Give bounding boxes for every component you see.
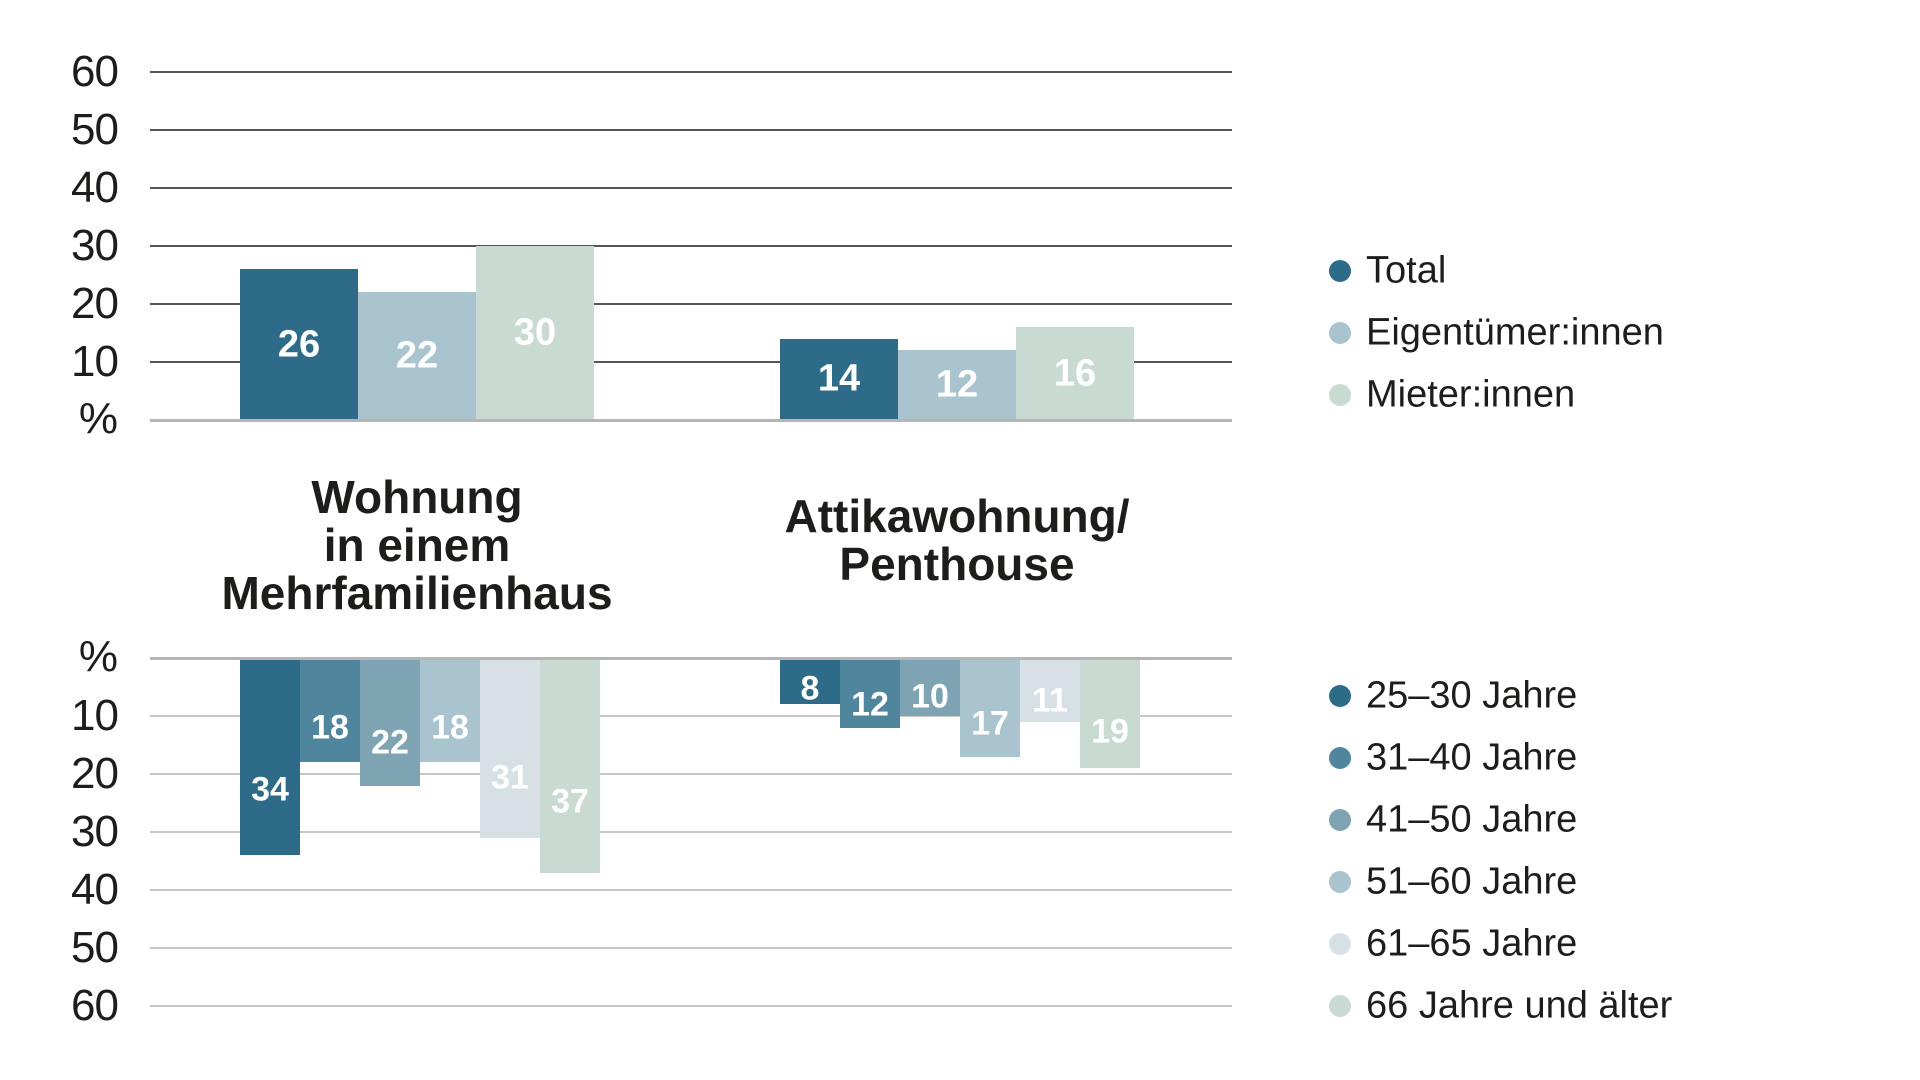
bar-value-label: 8: [800, 669, 820, 708]
bar-value-label: 31: [491, 758, 529, 797]
bar: [476, 246, 594, 420]
bar: [360, 658, 420, 786]
gridline: [150, 129, 1232, 131]
gridline: [150, 303, 1232, 305]
legend-dot-icon: [1329, 995, 1351, 1017]
gridline: [150, 947, 1232, 949]
bar-value-label: 19: [1091, 712, 1129, 751]
category-label-line: in einem: [323, 519, 511, 571]
legend-label: Mieter:innen: [1366, 373, 1576, 416]
legend-label: 41–50 Jahre: [1366, 798, 1578, 841]
axis-tick-label: 20: [71, 279, 119, 328]
bar-value-label: 17: [971, 704, 1009, 743]
bar: [900, 658, 960, 716]
bar-value-label: 22: [371, 723, 409, 762]
bar-value-label: 16: [1053, 352, 1097, 395]
axis-tick-label: 10: [71, 691, 119, 740]
bar-value-label: 30: [513, 311, 557, 354]
category-label-line: Mehrfamilienhaus: [221, 567, 613, 619]
bar: [1016, 327, 1134, 420]
axis-unit-label: %: [78, 394, 118, 443]
bar: [1020, 658, 1080, 722]
legend-dot-icon: [1329, 871, 1351, 893]
gridline: [150, 715, 1232, 717]
gridline: [150, 245, 1232, 247]
axis-tick-label: 50: [71, 923, 119, 972]
gridline: [150, 187, 1232, 189]
bar: [960, 658, 1020, 757]
bar-value-label: 14: [817, 357, 861, 400]
bar-value-label: 37: [551, 782, 589, 821]
bar-value-label: 12: [935, 363, 979, 406]
legend-label: 25–30 Jahre: [1366, 674, 1578, 717]
gridline: [150, 361, 1232, 363]
category-label-line: Wohnung: [311, 471, 523, 523]
bar-value-label: 26: [277, 323, 321, 366]
gridline: [150, 71, 1232, 73]
bar-value-label: 34: [251, 770, 289, 809]
bar: [898, 350, 1016, 420]
legend-label: 66 Jahre und älter: [1366, 984, 1673, 1027]
legend-dot-icon: [1329, 809, 1351, 831]
bar-value-label: 12: [851, 685, 889, 724]
legend-dot-icon: [1329, 933, 1351, 955]
bar-value-label: 10: [911, 677, 949, 716]
legend-dot-icon: [1329, 384, 1351, 406]
category-label-line: Penthouse: [839, 538, 1075, 590]
axis-tick-label: 10: [71, 337, 119, 386]
legend-label: Total: [1366, 249, 1447, 292]
bar: [420, 658, 480, 763]
legend-label: 61–65 Jahre: [1366, 922, 1578, 965]
axis-tick-label: 50: [71, 105, 119, 154]
bar: [780, 338, 898, 420]
bar: [480, 658, 540, 838]
gridline: [150, 773, 1232, 775]
gridline: [150, 831, 1232, 833]
bar: [300, 658, 360, 763]
axis-tick-label: 40: [71, 865, 119, 914]
category-label-line: Attikawohnung/: [784, 490, 1130, 542]
gridline: [150, 1005, 1232, 1007]
bar: [840, 658, 900, 728]
legend-dot-icon: [1329, 685, 1351, 707]
axis-tick-label: 60: [71, 981, 119, 1030]
bar-value-label: 18: [431, 708, 469, 747]
bar: [780, 658, 840, 705]
axis-tick-label: 20: [71, 749, 119, 798]
bar: [1080, 658, 1140, 769]
legend-label: 51–60 Jahre: [1366, 860, 1578, 903]
category-label: Attikawohnung/Penthouse: [647, 492, 1267, 588]
bar: [358, 292, 476, 420]
axis-baseline: [150, 419, 1232, 422]
bar-value-label: 18: [311, 708, 349, 747]
bar: [240, 658, 300, 856]
axis-tick-label: 40: [71, 163, 119, 212]
bar-value-label: 22: [395, 334, 439, 377]
legend-dot-icon: [1329, 260, 1351, 282]
legend-label: Eigentümer:innen: [1366, 311, 1664, 354]
bar: [240, 269, 358, 420]
axis-baseline: [150, 657, 1232, 660]
axis-tick-label: 30: [71, 807, 119, 856]
axis-tick-label: 30: [71, 221, 119, 270]
axis-tick-label: 60: [71, 47, 119, 96]
axis-unit-label: %: [78, 632, 118, 681]
gridline: [150, 889, 1232, 891]
category-label: Wohnung in einem Mehrfamilienhaus: [107, 473, 727, 617]
bar-value-label: 11: [1032, 681, 1068, 720]
legend-dot-icon: [1329, 747, 1351, 769]
bar: [540, 658, 600, 873]
legend-label: 31–40 Jahre: [1366, 736, 1578, 779]
legend-dot-icon: [1329, 322, 1351, 344]
